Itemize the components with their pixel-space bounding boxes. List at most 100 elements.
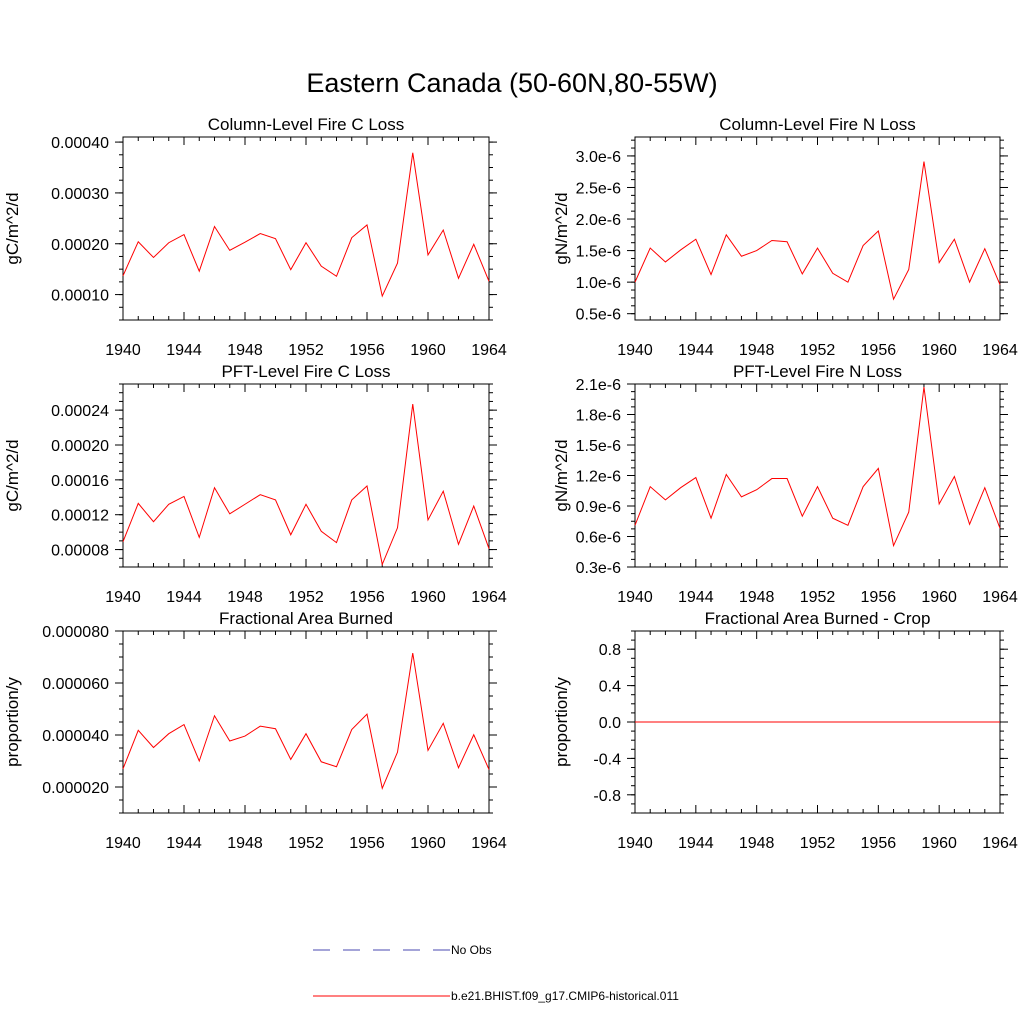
x-tick-label: 1948	[227, 835, 263, 852]
x-tick-label: 1960	[921, 589, 957, 606]
series-line	[634, 386, 1001, 548]
y-tick-label: 0.5e-6	[576, 307, 621, 324]
plot-frame	[122, 136, 490, 321]
y-tick-label: 1.0e-6	[576, 275, 621, 292]
x-tick-label: 1956	[861, 342, 897, 359]
x-tick-label: 1944	[678, 589, 714, 606]
x-tick-label: 1944	[166, 342, 202, 359]
y-tick-label: 1.2e-6	[576, 469, 621, 486]
plot-frame	[122, 383, 490, 568]
y-tick-label: 0.000020	[42, 780, 109, 797]
x-tick-label: 1944	[166, 835, 202, 852]
x-tick-label: 1964	[982, 589, 1018, 606]
y-tick-label: 0.000040	[42, 728, 109, 745]
y-tick-label: 0.0	[599, 715, 621, 732]
y-tick-label: 0.8	[599, 642, 621, 659]
y-tick-label: -0.8	[593, 788, 621, 805]
series-line	[634, 161, 1001, 301]
x-tick-label: 1952	[800, 589, 836, 606]
x-tick-label: 1964	[471, 342, 507, 359]
y-axis-label: proportion/y	[3, 677, 22, 767]
y-axis-label: gN/m^2/d	[552, 192, 571, 264]
panel-title: Fractional Area Burned - Crop	[705, 609, 931, 628]
panel-4: 1940 1944 1948 1952 1956 1960 1964 0.3e-6 0.6e-6…	[552, 362, 1018, 606]
x-tick-label: 1964	[982, 342, 1018, 359]
panel-title: Fractional Area Burned	[219, 609, 393, 628]
panels: 1940 1944 1948 1952 1956 1960 1964 0.00010 0.000…	[3, 115, 1018, 852]
x-tick-label: 1952	[288, 589, 324, 606]
x-tick-label: 1952	[288, 835, 324, 852]
x-tick-label: 1948	[227, 589, 263, 606]
y-tick-label: 0.00024	[51, 403, 109, 420]
y-tick-label: 0.4	[599, 679, 621, 696]
x-tick-label: 1964	[471, 835, 507, 852]
x-tick-label: 1960	[410, 835, 446, 852]
y-tick-label: -0.4	[593, 751, 621, 768]
plot-frame	[122, 630, 490, 814]
x-tick-label: 1952	[800, 835, 836, 852]
y-tick-label: 0.00040	[51, 135, 109, 152]
figure-title: Eastern Canada (50-60N,80-55W)	[306, 68, 717, 98]
y-tick-label: 0.00008	[51, 543, 109, 560]
x-tick-label: 1940	[617, 589, 653, 606]
y-tick-label: 1.5e-6	[576, 244, 621, 261]
x-tick-label: 1964	[471, 589, 507, 606]
y-tick-label: 0.00030	[51, 186, 109, 203]
plot-frame	[634, 383, 1001, 568]
y-axis-label: gC/m^2/d	[3, 192, 22, 264]
y-tick-label: 0.000060	[42, 676, 109, 693]
x-tick-label: 1940	[105, 835, 141, 852]
y-tick-label: 1.8e-6	[576, 408, 621, 425]
legend-label-no-obs: No Obs	[451, 943, 492, 957]
x-tick-label: 1940	[617, 342, 653, 359]
panel-title: PFT-Level Fire N Loss	[733, 362, 902, 381]
x-tick-label: 1956	[861, 835, 897, 852]
x-tick-label: 1948	[739, 589, 775, 606]
panel-1: 1940 1944 1948 1952 1956 1960 1964 0.00010 0.000…	[3, 115, 507, 359]
x-tick-label: 1960	[410, 589, 446, 606]
y-tick-label: 0.00012	[51, 508, 109, 525]
x-tick-label: 1940	[617, 835, 653, 852]
x-tick-label: 1952	[288, 342, 324, 359]
x-tick-label: 1940	[105, 589, 141, 606]
x-tick-label: 1944	[678, 342, 714, 359]
panel-3: 1940 1944 1948 1952 1956 1960 1964 0.00008 0.000…	[3, 362, 507, 606]
panel-2: 1940 1944 1948 1952 1956 1960 1964 0.5e-6 1.0e-6…	[552, 115, 1018, 359]
x-tick-label: 1960	[410, 342, 446, 359]
y-axis-label: proportion/y	[552, 677, 571, 767]
y-axis-label: gN/m^2/d	[552, 439, 571, 511]
panel-5: 1940 1944 1948 1952 1956 1960 1964 0.000020 0.00…	[3, 609, 507, 852]
y-tick-label: 0.6e-6	[576, 530, 621, 547]
panel-title: Column-Level Fire C Loss	[208, 115, 405, 134]
x-tick-label: 1956	[349, 342, 385, 359]
x-tick-label: 1944	[166, 589, 202, 606]
series-line	[122, 653, 490, 790]
series-line	[122, 403, 490, 567]
x-tick-label: 1944	[678, 835, 714, 852]
x-tick-label: 1952	[800, 342, 836, 359]
panel-6: 1940 1944 1948 1952 1956 1960 1964 -0.8 -0.4 0.0 0…	[552, 609, 1018, 852]
x-tick-label: 1948	[227, 342, 263, 359]
x-tick-label: 1940	[105, 342, 141, 359]
legend-label-model: b.e21.BHIST.f09_g17.CMIP6-historical.011	[451, 989, 679, 1003]
x-tick-label: 1964	[982, 835, 1018, 852]
x-tick-label: 1948	[739, 342, 775, 359]
y-tick-label: 1.5e-6	[576, 438, 621, 455]
x-tick-label: 1948	[739, 835, 775, 852]
x-tick-label: 1960	[921, 835, 957, 852]
y-tick-label: 2.1e-6	[576, 377, 621, 394]
series-line	[122, 152, 490, 298]
y-tick-label: 0.00020	[51, 438, 109, 455]
plot-frame	[634, 136, 1001, 321]
y-tick-label: 0.00020	[51, 237, 109, 254]
legend: No Obs b.e21.BHIST.f09_g17.CMIP6-histori…	[313, 943, 679, 1003]
x-tick-label: 1960	[921, 342, 957, 359]
x-tick-label: 1956	[349, 589, 385, 606]
x-tick-label: 1956	[349, 835, 385, 852]
y-tick-label: 3.0e-6	[576, 149, 621, 166]
y-tick-label: 0.00016	[51, 473, 109, 490]
panel-title: Column-Level Fire N Loss	[719, 115, 916, 134]
y-tick-label: 0.3e-6	[576, 560, 621, 577]
y-axis-label: gC/m^2/d	[3, 439, 22, 511]
